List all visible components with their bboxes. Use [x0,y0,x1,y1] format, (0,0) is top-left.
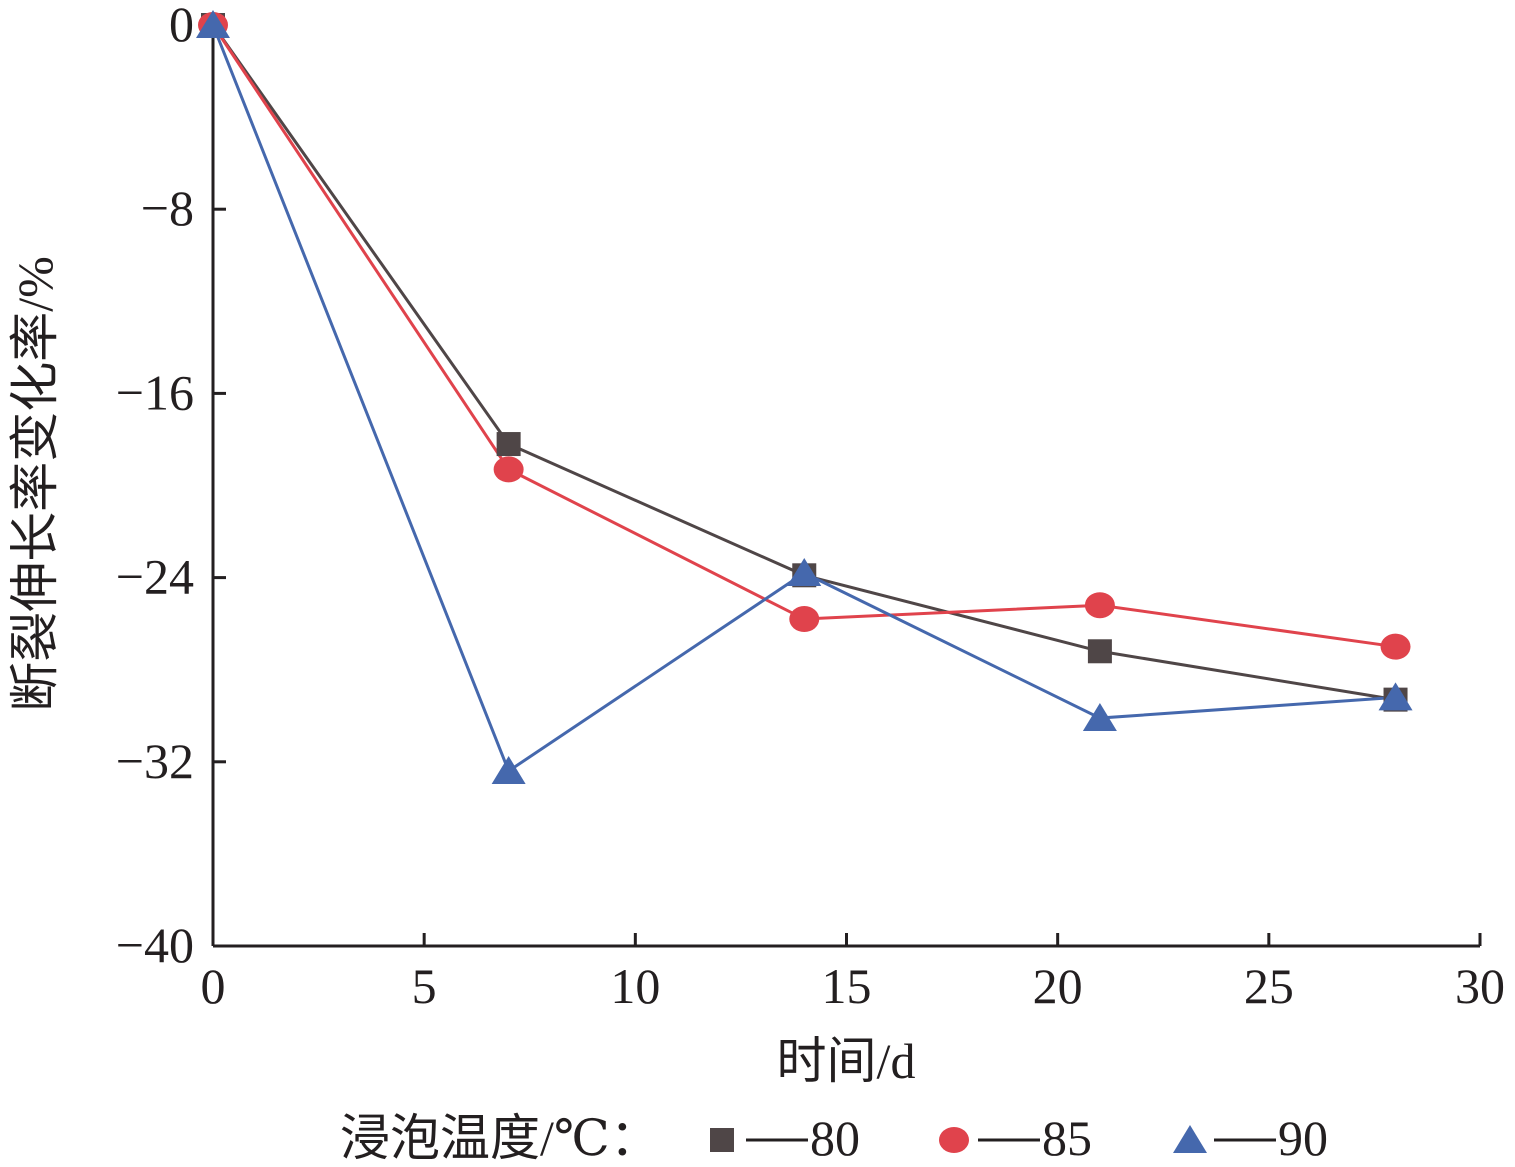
legend-label-90: 90 [1278,1110,1328,1166]
y-tick-label: −32 [116,733,194,789]
legend-marker-90 [1173,1125,1207,1153]
legend-label-80: 80 [810,1110,860,1166]
legend-items: 80 85 90 [710,1110,1328,1166]
data-point-85 [1084,592,1115,619]
x-tick-label: 20 [1033,958,1083,1014]
x-tick-label: 25 [1244,958,1294,1014]
data-point-85 [1380,633,1411,660]
data-point-90 [1378,682,1413,711]
y-tick-label: −24 [116,549,194,605]
data-point-90 [1082,703,1117,732]
series-lines [211,24,1396,774]
x-ticks: 0 5 10 15 20 25 30 [201,933,1505,1014]
y-axis-title: 断裂伸长率变化率/% [7,256,63,712]
legend: 浸泡温度/℃： 80 85 90 [340,1110,1328,1166]
series-markers [196,10,1413,785]
y-tick-label: −16 [116,364,194,420]
x-tick-label: 10 [610,958,660,1014]
y-tick-label: 0 [169,0,194,52]
y-tick-label: −8 [141,180,194,236]
x-tick-label: 15 [822,958,872,1014]
legend-title: 浸泡温度/℃： [340,1110,660,1166]
series-line-90 [211,24,1396,774]
x-tick-label: 30 [1455,958,1505,1014]
data-point-90 [491,756,526,785]
data-point-85 [493,456,524,483]
data-point-90 [196,10,230,38]
y-ticks: 0 −8 −16 −24 −32 −40 [116,0,226,973]
series-line-85 [211,24,1396,649]
axes [211,25,1480,948]
x-tick-label: 5 [412,958,437,1014]
legend-marker-85 [939,1127,969,1153]
legend-marker-80 [710,1128,734,1152]
series-line-80 [211,24,1396,702]
data-point-80 [496,432,521,457]
data-point-80 [1087,639,1112,664]
legend-label-85: 85 [1042,1110,1092,1166]
x-tick-label: 0 [201,958,226,1014]
data-point-90 [787,557,822,586]
x-axis-title: 时间/d [777,1033,916,1089]
data-point-85 [789,606,820,633]
y-tick-label: −40 [116,917,194,973]
